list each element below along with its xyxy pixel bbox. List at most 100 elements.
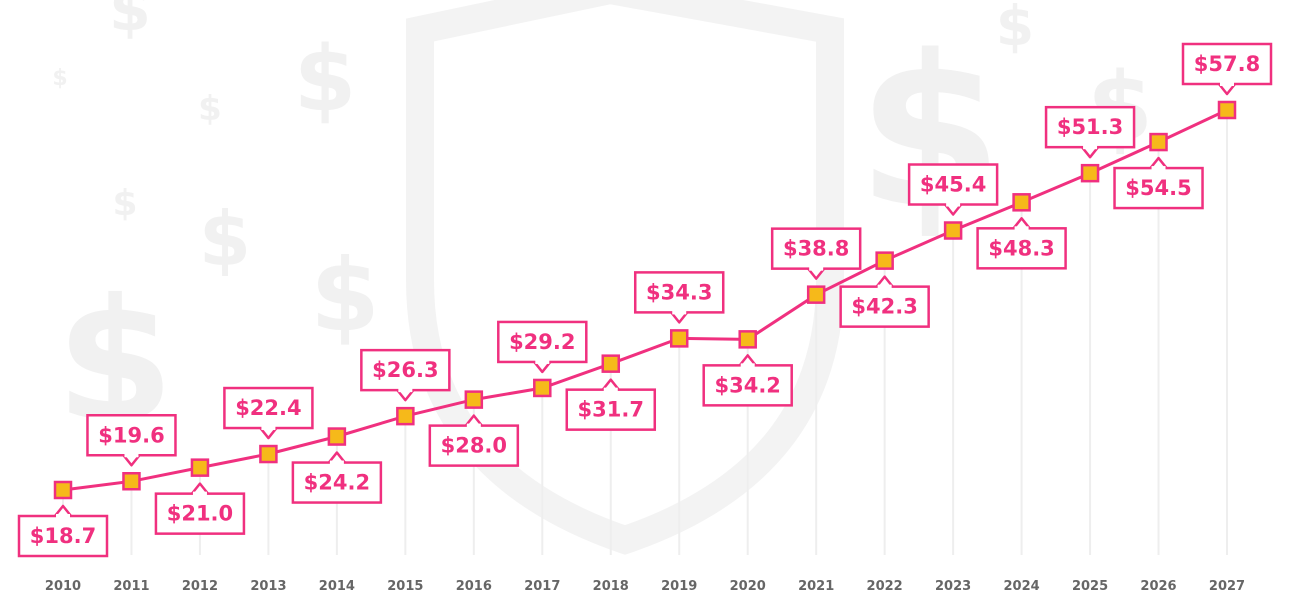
data-label-text: $26.3 [372,358,438,382]
data-label-box [497,320,588,364]
data-label-pointer [54,504,72,517]
data-label-box [17,514,109,558]
data-point-marker [738,330,757,349]
dollar-icon: $ [199,195,251,283]
data-label-text: $19.6 [98,423,164,447]
data-label-text: $22.4 [235,396,301,420]
x-tick-label: 2026 [1140,579,1176,594]
data-label: $57.8 [1181,42,1273,96]
x-tick-label: 2027 [1209,579,1245,594]
x-tick-label: 2012 [182,579,218,594]
data-label-box [223,386,314,430]
data-label-box [907,163,999,206]
data-label: $54.5 [1113,156,1204,210]
data-label: $29.2 [497,320,588,374]
dollar-icon: $ [294,27,357,132]
vertical-gridlines [62,110,1228,555]
x-tick-label: 2017 [524,579,560,594]
dollar-icon: $ [52,66,67,91]
dollar-icon: $ [996,0,1034,58]
data-label-box [1181,42,1273,86]
data-label-pointer [875,275,894,288]
x-tick-label: 2016 [456,579,492,594]
data-label-pointer [1081,146,1100,159]
x-tick-label: 2020 [730,579,766,594]
x-tick-label: 2024 [1003,579,1039,594]
data-label-text: $24.2 [304,471,370,495]
data-label-text: $42.3 [851,295,917,319]
data-label: $18.7 [17,504,109,558]
series-line [62,108,1228,492]
data-label: $19.6 [86,414,177,467]
data-label-box [291,461,383,504]
data-label: $45.4 [907,163,999,216]
data-labels: $18.7 $19.6 $21.0 $22.4 $24.2 $26.3 $28.0 $29.2… [17,42,1273,558]
data-label-box [565,388,657,431]
data-label-box [770,227,862,270]
data-label-text: $54.5 [1125,176,1191,200]
dollar-sign-background: $$$$$$$$$$$ [52,0,1153,555]
data-label-pointer [259,427,278,440]
data-point-marker [122,472,141,491]
data-label-pointer [944,203,963,216]
x-tick-label: 2018 [593,579,629,594]
data-label-text: $34.2 [714,373,780,397]
data-point-marker [875,251,894,270]
data-point-marker [1012,193,1031,212]
data-label-text: $57.8 [1194,52,1260,76]
data-label-pointer [1149,156,1168,169]
data-label: $24.2 [291,451,383,504]
data-point-marker [53,480,73,500]
data-label: $34.2 [702,354,793,407]
data-label: $38.8 [770,227,862,280]
dollar-icon: $ [198,89,222,129]
data-label-text: $28.0 [441,434,507,458]
data-markers [53,100,1237,500]
data-label-text: $48.3 [988,236,1054,260]
x-tick-label: 2022 [867,579,903,594]
data-label-pointer [190,482,209,495]
data-label: $48.3 [976,217,1067,270]
x-tick-label: 2015 [387,579,423,594]
x-tick-label: 2013 [250,579,286,594]
data-label-text: $18.7 [30,524,96,548]
data-label-box [976,227,1067,270]
data-label: $42.3 [839,275,930,328]
dollar-icon: $ [857,10,1003,255]
data-label: $34.3 [633,271,725,324]
data-point-marker [601,354,621,373]
x-axis-tick-labels: 2010 2011 2012 2013 2014 2015 2016 2017 2018 2019… [45,579,1245,594]
data-label-pointer [670,311,689,324]
dollar-icon: $ [112,183,137,224]
data-label: $26.3 [360,348,451,402]
x-tick-label: 2014 [319,579,355,594]
x-tick-label: 2011 [113,579,149,594]
data-point-marker [533,378,552,398]
data-label-box [360,348,451,392]
data-label-pointer [807,267,826,280]
data-label-pointer [533,361,552,374]
data-label-pointer [327,451,346,464]
data-point-marker [669,329,689,348]
x-tick-label: 2019 [661,579,697,594]
data-label: $21.0 [154,482,246,535]
data-point-marker [396,406,415,426]
data-point-marker [1149,132,1168,152]
data-label-pointer [396,389,415,402]
data-label-text: $34.3 [646,280,712,304]
data-point-marker [1080,163,1100,183]
x-tick-label: 2023 [935,579,971,594]
data-point-marker [943,221,963,240]
data-label-text: $21.0 [167,502,233,526]
data-point-marker [259,444,278,464]
data-label: $51.3 [1044,105,1136,159]
dollar-icon: $ [109,0,151,45]
data-label-pointer [122,454,141,467]
data-label: $28.0 [428,414,520,467]
dollar-icon: $ [310,237,380,354]
data-point-marker [190,458,210,477]
data-label-text: $51.3 [1057,115,1123,139]
data-point-marker [464,390,484,409]
data-label: $22.4 [223,386,314,440]
